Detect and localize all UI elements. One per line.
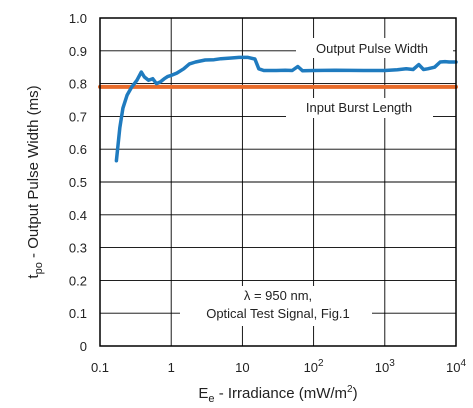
- x-tick-labels: 0.1 1 10 102 103 104: [91, 358, 466, 375]
- y-tick-labels: 0 0.1 0.2 0.3 0.4 0.5 0.6 0.7 0.8 0.9 1.0: [69, 11, 87, 354]
- x-tick-label-0: 0.1: [91, 360, 109, 375]
- annotation-wavelength: λ = 950 nm,: [244, 288, 312, 303]
- x-tick-label-1: 1: [168, 360, 175, 375]
- y-axis-title-main: t: [25, 274, 42, 279]
- annotation-bg: [180, 286, 372, 326]
- x-axis-title-rest: - Irradiance (mW/m: [215, 385, 348, 402]
- y-tick-label-4: 0.4: [69, 208, 87, 223]
- y-tick-label-7: 0.7: [69, 109, 87, 124]
- y-tick-label-6: 0.6: [69, 142, 87, 157]
- labels-layer: Output Pulse Width Input Burst Length λ …: [180, 38, 453, 326]
- series-layer: [98, 55, 458, 163]
- series-line-output-pulse-width: [114, 55, 458, 163]
- x-axis-title-sub: e: [208, 393, 214, 405]
- y-tick-label-3: 0.3: [69, 241, 87, 256]
- series-label-input: Input Burst Length: [306, 100, 412, 115]
- y-tick-label-10: 1.0: [69, 11, 87, 26]
- y-axis-title-sub: po: [33, 262, 45, 274]
- y-tick-label-8: 0.8: [69, 77, 87, 92]
- x-tick-label-3: 102: [304, 358, 324, 375]
- y-tick-label-9: 0.9: [69, 44, 87, 59]
- series-label-bg-input: [286, 98, 433, 118]
- x-tick-label-4: 103: [375, 358, 395, 375]
- y-axis-title: tpo - Output Pulse Width (ms): [25, 85, 45, 278]
- y-tick-label-2: 0.2: [69, 273, 87, 288]
- y-axis-title-rest: - Output Pulse Width (ms): [25, 85, 42, 262]
- y-tick-label-5: 0.5: [69, 175, 87, 190]
- y-tick-label-0: 0: [80, 339, 87, 354]
- x-tick-label-2: 10: [235, 360, 249, 375]
- x-tick-label-5: 104: [446, 358, 466, 375]
- series-label-output: Output Pulse Width: [316, 41, 428, 56]
- y-tick-label-1: 0.1: [69, 306, 87, 321]
- x-axis-title: Ee - Irradiance (mW/m2): [198, 384, 357, 405]
- x-axis-title-sup: 2: [347, 384, 353, 395]
- plot-frame: [99, 17, 457, 347]
- x-axis-title-end: ): [353, 385, 358, 402]
- annotation-test-signal: Optical Test Signal, Fig.1: [206, 306, 350, 321]
- x-axis-title-main: E: [198, 385, 208, 402]
- series-label-bg-output: [296, 38, 453, 58]
